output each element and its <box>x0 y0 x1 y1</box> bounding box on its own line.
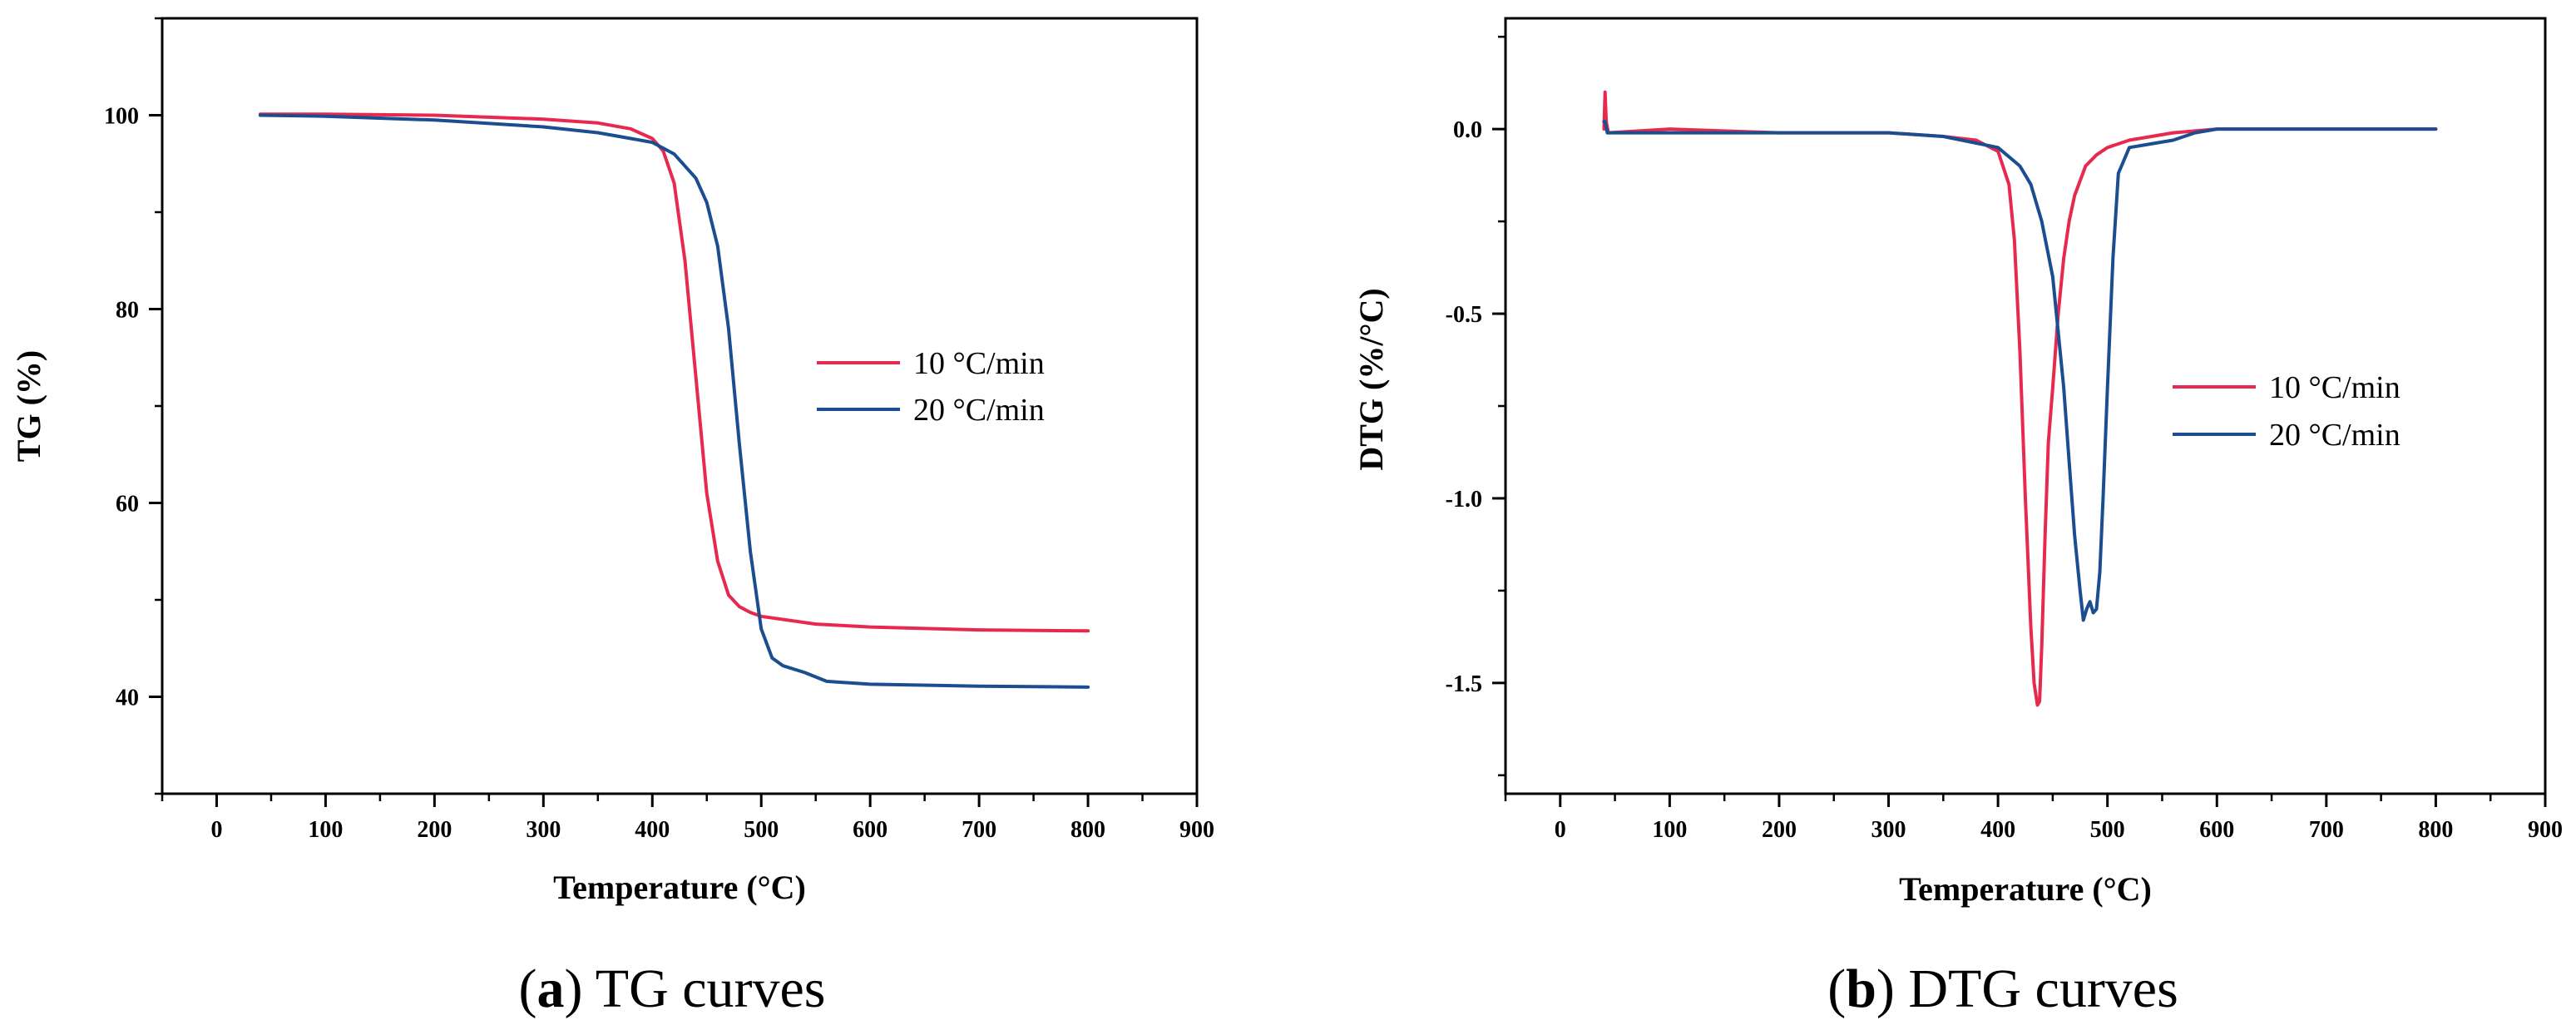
panel-a-caption-text: TG curves <box>596 958 826 1019</box>
panel-a-xtick-label: 700 <box>962 817 996 843</box>
panel-b-caption-label: b <box>1846 958 1876 1019</box>
panel-a-series-line-10 <box>258 112 1090 633</box>
panel-b-legend-label-20: 20 °C/min <box>2269 418 2400 453</box>
panel-b-y-axis-title: DTG (%/°C) <box>1352 288 1390 470</box>
panel-a-xtick-label: 300 <box>526 817 561 843</box>
panel-b-xtick-label: 700 <box>2309 817 2344 843</box>
panel-a-caption-label: a <box>536 958 564 1019</box>
panel-b-y-tick-labels: 0.0 -0.5 -1.0 -1.5 <box>1446 117 1482 697</box>
panel-b-ytick-label: 0.0 <box>1453 117 1482 143</box>
panel-b-dtg-chart: 0 100 200 300 400 500 600 700 800 900 0.0 -0.5 -1.0… <box>1352 17 2563 1019</box>
panel-b-caption-text: DTG curves <box>1908 958 2178 1019</box>
panel-b-xtick-label: 900 <box>2528 817 2563 843</box>
panel-a-legend: 10 °C/min 20 °C/min <box>817 346 1045 428</box>
panel-b-xtick-label: 800 <box>2418 817 2453 843</box>
panel-a-legend-label-20: 20 °C/min <box>913 393 1045 428</box>
panel-b-ytick-label: -1.5 <box>1446 671 1482 697</box>
panel-a-xtick-label: 0 <box>210 817 222 843</box>
panel-a-ytick-label: 40 <box>116 686 139 711</box>
panel-a-xtick-label: 600 <box>853 817 888 843</box>
panel-a-xtick-label: 100 <box>308 817 343 843</box>
panel-a-y-tick-labels: 40 60 80 100 <box>104 104 139 711</box>
panel-a-ytick-label: 100 <box>104 104 139 130</box>
panel-a-tg-chart: 0 100 200 300 400 500 600 700 800 900 40 60 80 100 T… <box>10 17 1214 1019</box>
panel-a-x-tick-labels: 0 100 200 300 400 500 600 700 800 900 <box>210 817 1214 843</box>
panel-a-legend-label-10: 10 °C/min <box>913 346 1045 381</box>
panel-a-ytick-label: 60 <box>116 492 139 518</box>
panel-b-x-axis-title: Temperature (°C) <box>1899 870 2152 908</box>
panel-a-xtick-label: 400 <box>635 817 670 843</box>
panel-b-legend-label-10: 10 °C/min <box>2269 370 2400 405</box>
panel-a-ytick-label: 80 <box>116 298 139 324</box>
panel-b-series <box>1602 90 2438 707</box>
panel-a-series-line-20 <box>258 113 1090 689</box>
panel-b-xtick-label: 400 <box>1980 817 2015 843</box>
panel-a-ticks <box>149 17 1199 807</box>
panel-a-xtick-label: 900 <box>1179 817 1214 843</box>
panel-b-ticks <box>1492 35 2547 807</box>
panel-a-caption: (a) TG curves <box>518 958 825 1019</box>
panel-b-xtick-label: 100 <box>1652 817 1687 843</box>
panel-b-legend: 10 °C/min 20 °C/min <box>2173 370 2400 453</box>
panel-a-series <box>258 112 1090 689</box>
panel-b-xtick-label: 500 <box>2090 817 2125 843</box>
panel-b-xtick-label: 300 <box>1871 817 1906 843</box>
panel-a-xtick-label: 800 <box>1070 817 1105 843</box>
panel-b-xtick-label: 200 <box>1762 817 1797 843</box>
panel-b-xtick-label: 0 <box>1555 817 1566 843</box>
panel-b-plot-frame <box>1504 17 2547 795</box>
panel-a-y-axis-title: TG (%) <box>10 350 47 462</box>
panel-b-ytick-label: -0.5 <box>1446 302 1482 328</box>
panel-a-xtick-label: 500 <box>744 817 779 843</box>
panel-a-xtick-label: 200 <box>417 817 452 843</box>
panel-a-x-axis-title: Temperature (°C) <box>553 869 806 906</box>
panel-b-series-line-20 <box>1602 120 2438 622</box>
panel-b-ytick-label: -1.0 <box>1446 487 1482 513</box>
panel-b-xtick-label: 600 <box>2199 817 2234 843</box>
panel-b-x-tick-labels: 0 100 200 300 400 500 600 700 800 900 <box>1555 817 2563 843</box>
panel-b-caption: (b) DTG curves <box>1827 958 2178 1019</box>
